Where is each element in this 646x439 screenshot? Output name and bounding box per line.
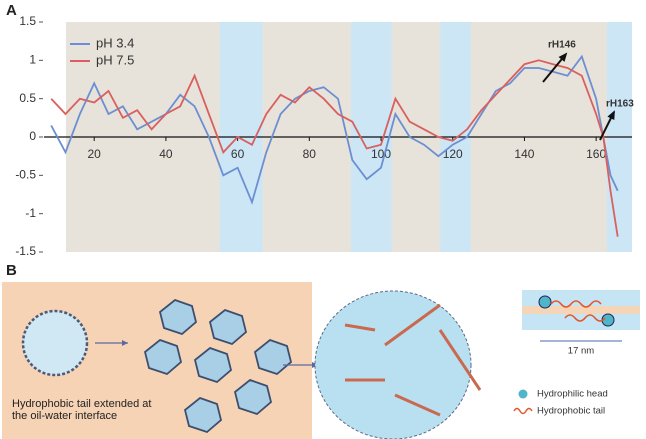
caption-box: Hydrophobic tail extended at the oil-wat…: [12, 398, 152, 422]
legend-tail: [513, 407, 533, 415]
inset-interface: [522, 306, 640, 314]
y-tick-label: -1.5: [15, 244, 36, 258]
lamellae: [344, 303, 482, 417]
legend-label: Hydrophilic head: [537, 389, 608, 400]
y-tick-label: 0: [29, 129, 36, 143]
caption: Hydrophobic tail extended at the oil-wat…: [12, 398, 152, 422]
series-line: [50, 54, 619, 205]
legend-label: pH 3.4: [96, 35, 134, 50]
x-tick-label: 20: [88, 147, 102, 161]
x-tick-label: 120: [443, 147, 463, 161]
hexagon-cluster: [143, 298, 293, 434]
legend-label: Hydrophobic tail: [537, 406, 605, 417]
panel-b: B 17 nm Hydro: [2, 262, 640, 439]
x-tick-label: 100: [371, 147, 391, 161]
x-tick-label: 60: [231, 147, 245, 161]
tail: [550, 300, 602, 308]
legend-head: [518, 389, 528, 399]
x-tick-label: 160: [586, 147, 606, 161]
annotation-arrowhead: [558, 52, 568, 62]
x-tick-label: 80: [303, 147, 317, 161]
legend-label: pH 7.5: [96, 52, 134, 67]
series-line: [50, 59, 619, 237]
panel-a: -1.5 -1 -0.5 0 0.5 1 1.5 20 40 60 80 100 120 140 160 pH…: [15, 14, 634, 258]
panel-label: A: [6, 2, 17, 19]
head: [538, 295, 552, 309]
annotation: rH146: [548, 40, 576, 51]
micelle-droplet: [314, 290, 472, 439]
x-tick-label: 40: [159, 147, 173, 161]
panel-label: B: [6, 262, 17, 279]
y-tick-label: 0.5: [19, 91, 36, 105]
annotation-arrowhead: [607, 110, 615, 120]
y-tick-label: 1: [29, 53, 36, 67]
y-tick-label: -0.5: [15, 168, 36, 182]
annotation: rH163: [606, 99, 634, 110]
y-tick-label: -1: [25, 206, 36, 220]
x-tick-label: 140: [514, 147, 534, 161]
y-tick-label: 1.5: [19, 14, 36, 28]
droplet: [21, 309, 89, 377]
scale-label: 17 nm: [568, 346, 594, 357]
arrowhead: [122, 340, 128, 346]
tail: [564, 314, 606, 322]
